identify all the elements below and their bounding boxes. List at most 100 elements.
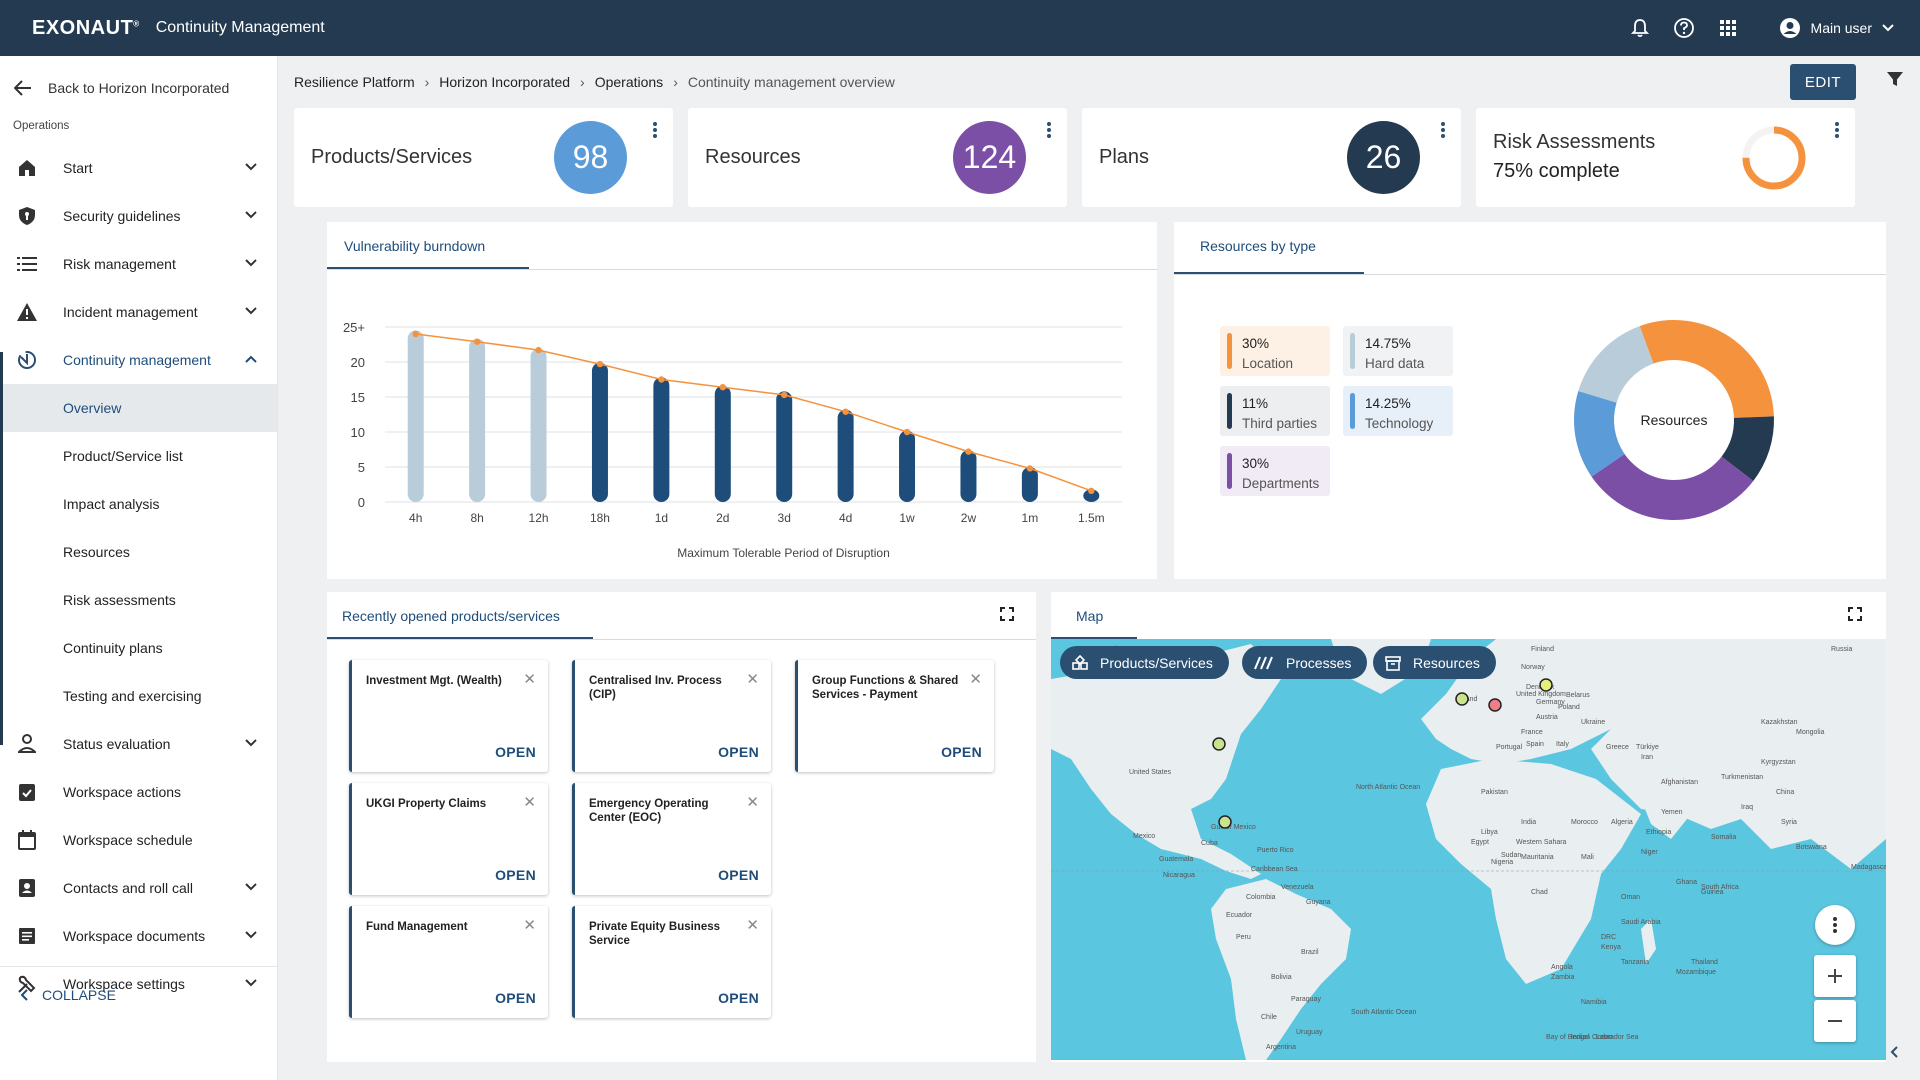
legend-name: Hard data [1365,356,1425,371]
sidebar-item-workspace-documents[interactable]: Workspace documents [0,912,277,960]
help-icon[interactable] [1673,17,1695,39]
trend-point [1026,465,1034,472]
sidebar-subitem-product-service-list[interactable]: Product/Service list [63,448,183,464]
open-button[interactable]: OPEN [495,990,536,1006]
recent-product-card[interactable]: Centralised Inv. Process (CIP) ✕ OPEN [572,660,771,772]
map-filter-resources[interactable]: Resources [1373,646,1496,679]
donut-slice[interactable] [1578,326,1654,403]
filter-icon[interactable] [1886,70,1904,93]
map-options-button[interactable] [1815,905,1855,945]
list-icon [16,253,38,275]
sidebar-item-incident-management[interactable]: Incident management [0,288,277,336]
sidebar-item-risk-management[interactable]: Risk management [0,240,277,288]
donut-slice[interactable] [1591,453,1754,520]
legend-swatch [1227,333,1232,369]
tab-recently-opened[interactable]: Recently opened products/services [342,608,560,624]
more-vert-icon[interactable] [1835,122,1839,143]
fullscreen-icon[interactable] [1848,607,1862,626]
card-title: Investment Mgt. (Wealth) [366,675,502,687]
map-place-label: Namibia [1581,999,1607,1006]
tab-vulnerability-burndown[interactable]: Vulnerability burndown [344,238,486,254]
donut-slice[interactable] [1721,416,1774,481]
tab-resources-by-type[interactable]: Resources by type [1200,238,1316,254]
close-icon[interactable]: ✕ [523,671,536,688]
recent-product-card[interactable]: Private Equity Business Service ✕ OPEN [572,906,771,1018]
collapse-button[interactable]: COLLAPSE [0,966,278,1022]
recent-product-card[interactable]: UKGI Property Claims ✕ OPEN [349,783,548,895]
breadcrumb-item[interactable]: Operations [594,74,664,90]
kpi-risk-assessments[interactable]: Risk Assessments 75% complete [1476,108,1855,207]
tab-map[interactable]: Map [1076,608,1104,624]
map-marker[interactable] [1212,737,1226,751]
map-place-label: Sudan [1501,852,1521,859]
world-map[interactable]: United States Mexico Cuba Puerto Rico Guatem… [1051,639,1886,1060]
donut-slice[interactable] [1574,391,1625,477]
legend-item[interactable]: 14.25% Technology [1343,386,1453,436]
zoom-in-button[interactable] [1814,955,1856,997]
apps-grid-icon[interactable] [1717,17,1739,39]
chevron-left-icon[interactable] [1890,1045,1898,1063]
close-icon[interactable]: ✕ [523,794,536,811]
sidebar-subitem-resources[interactable]: Resources [63,544,130,560]
tab-underline [327,267,529,269]
more-vert-icon[interactable] [1441,122,1445,143]
close-icon[interactable]: ✕ [523,917,536,934]
bar [469,338,486,502]
back-link[interactable]: Back to Horizon Incorporated [0,56,277,120]
open-button[interactable]: OPEN [718,867,759,883]
open-button[interactable]: OPEN [495,867,536,883]
open-button[interactable]: OPEN [495,744,536,760]
legend-item[interactable]: 30% Departments [1220,446,1330,496]
map-filter-processes[interactable]: Processes [1242,646,1368,679]
open-button[interactable]: OPEN [718,744,759,760]
close-icon[interactable]: ✕ [746,794,759,811]
sidebar-subitem-overview[interactable]: Overview [0,384,277,432]
breadcrumb-item[interactable]: Horizon Incorporated [439,74,571,90]
sidebar-item-status-evaluation[interactable]: Status evaluation [0,720,277,768]
sidebar-item-workspace-schedule[interactable]: Workspace schedule [0,816,277,864]
map-marker[interactable] [1539,678,1553,692]
recent-product-card[interactable]: Investment Mgt. (Wealth) ✕ OPEN [349,660,548,772]
open-button[interactable]: OPEN [941,744,982,760]
sidebar-item-workspace-actions[interactable]: Workspace actions [0,768,277,816]
map-marker[interactable] [1455,692,1469,706]
recent-product-card[interactable]: Group Functions & Shared Services - Paym… [795,660,994,772]
kpi-products-services[interactable]: Products/Services 98 [294,108,673,207]
recent-product-card[interactable]: Fund Management ✕ OPEN [349,906,548,1018]
close-icon[interactable]: ✕ [746,917,759,934]
sidebar-item-workspace-settings[interactable]: Workspace settings [0,960,277,1008]
bell-icon[interactable] [1629,17,1651,39]
open-button[interactable]: OPEN [718,990,759,1006]
legend-item[interactable]: 11% Third parties [1220,386,1330,436]
sidebar-item-label: Incident management [63,304,198,320]
more-vert-icon[interactable] [653,122,657,143]
map-filter-products-services[interactable]: Products/Services [1060,646,1229,679]
sidebar-item-start[interactable]: Start [0,144,277,192]
close-icon[interactable]: ✕ [746,671,759,688]
sidebar-subitem-impact-analysis[interactable]: Impact analysis [63,496,160,512]
close-icon[interactable]: ✕ [969,671,982,688]
map-place-label: Chile [1261,1014,1277,1021]
kpi-plans[interactable]: Plans 26 [1082,108,1461,207]
legend-item[interactable]: 30% Location [1220,326,1330,376]
map-place-label: Tanzania [1621,959,1649,966]
kpi-resources[interactable]: Resources 124 [688,108,1067,207]
map-marker[interactable] [1488,698,1502,712]
sidebar-subitem-continuity-plans[interactable]: Continuity plans [63,640,163,656]
user-menu[interactable]: Main user [1779,17,1894,39]
fullscreen-icon[interactable] [1000,607,1014,626]
sidebar-subitem-testing-and-exercising[interactable]: Testing and exercising [63,688,202,704]
sidebar-item-contacts-and-roll-call[interactable]: Contacts and roll call [0,864,277,912]
zoom-out-button[interactable] [1814,1000,1856,1042]
donut-slice[interactable] [1639,320,1774,418]
sidebar-item-continuity-management[interactable]: Continuity management [0,336,277,384]
legend-item[interactable]: 14.75% Hard data [1343,326,1453,376]
sidebar-item-security-guidelines[interactable]: Security guidelines [0,192,277,240]
edit-button[interactable]: EDIT [1790,64,1856,100]
map-marker[interactable] [1218,815,1232,829]
sidebar-subitem-risk-assessments[interactable]: Risk assessments [63,592,176,608]
breadcrumb-item[interactable]: Resilience Platform [294,74,415,90]
recent-product-card[interactable]: Emergency Operating Center (EOC) ✕ OPEN [572,783,771,895]
more-vert-icon[interactable] [1047,122,1051,143]
card-title: Group Functions & Shared Services - Paym… [812,675,959,701]
